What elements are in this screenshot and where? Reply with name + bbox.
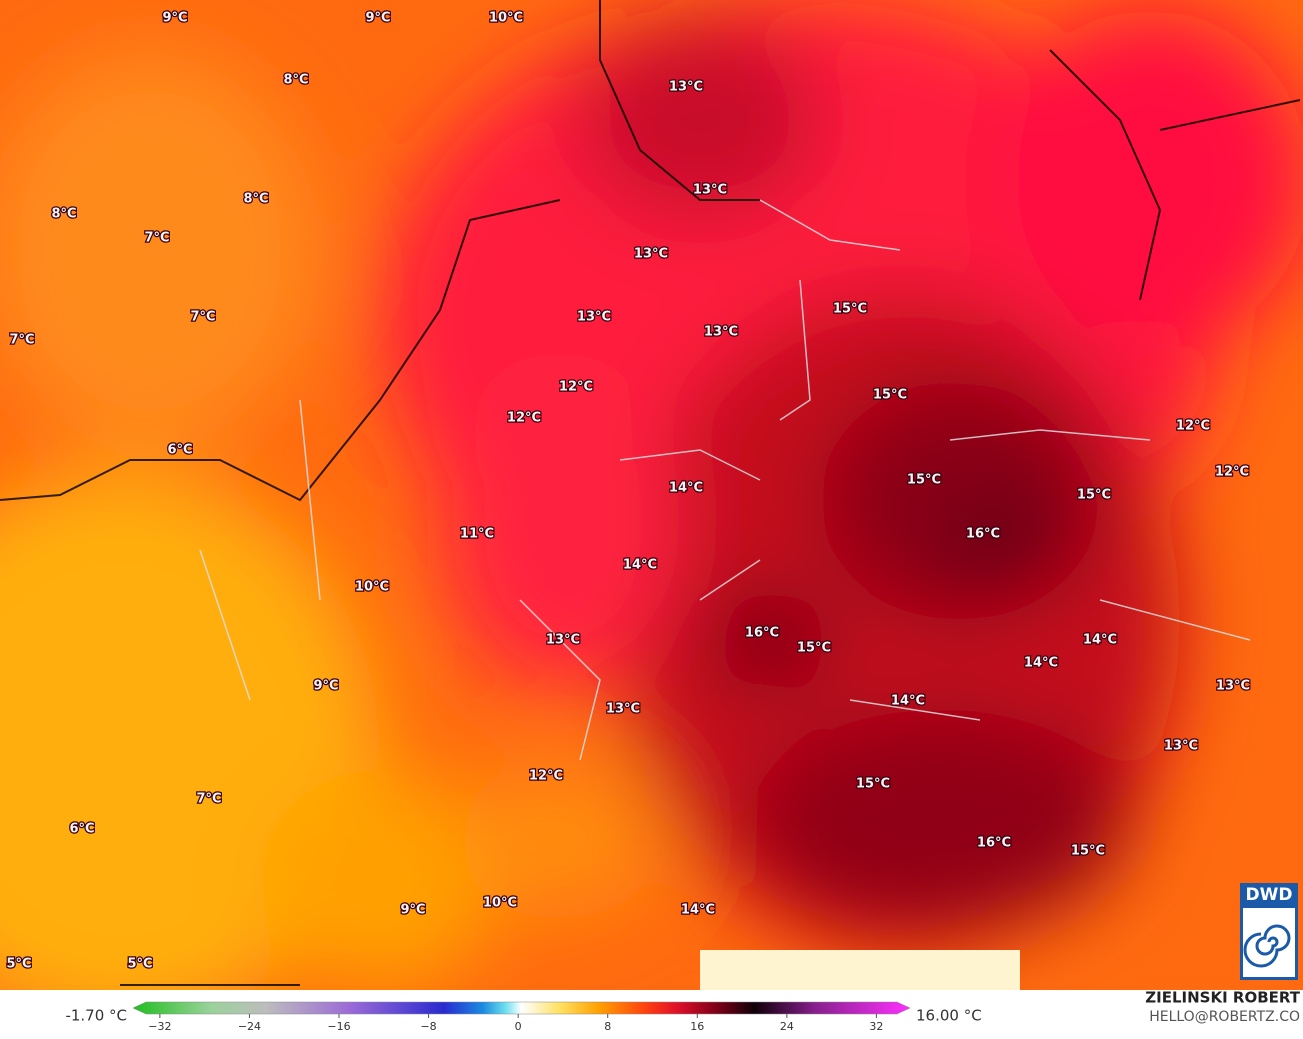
temperature-label: 13°C (546, 633, 580, 648)
colorbar-max: 16.00 °C (916, 1007, 982, 1025)
temperature-label: 14°C (891, 694, 925, 709)
temperature-label: 15°C (907, 473, 941, 488)
temperature-label: 14°C (681, 903, 715, 918)
colorbar-tick-label: 0 (515, 1020, 522, 1033)
temperature-label: 12°C (1215, 465, 1249, 480)
temperature-label: 7°C (196, 792, 221, 807)
temperature-label: 6°C (69, 822, 94, 837)
temperature-label: 13°C (577, 310, 611, 325)
temperature-label: 8°C (283, 73, 308, 88)
temperature-label: 14°C (669, 481, 703, 496)
temperature-label: 7°C (144, 231, 169, 246)
temperature-label: 13°C (669, 80, 703, 95)
temperature-label: 15°C (1077, 488, 1111, 503)
temperature-label: 15°C (833, 302, 867, 317)
temperature-label: 12°C (1176, 419, 1210, 434)
colorbar-tick-label: −24 (238, 1020, 261, 1033)
temperature-label: 13°C (1164, 739, 1198, 754)
temperature-label: 13°C (704, 325, 738, 340)
colorbar-tick-label: 24 (780, 1020, 794, 1033)
temperature-label: 16°C (745, 626, 779, 641)
temperature-label: 5°C (127, 957, 152, 972)
temperature-label: 10°C (489, 11, 523, 26)
temperature-label: 9°C (162, 11, 187, 26)
temperature-label: 15°C (873, 388, 907, 403)
temperature-label: 12°C (559, 380, 593, 395)
temperature-label: 7°C (190, 310, 215, 325)
temperature-label: 14°C (623, 558, 657, 573)
temperature-label: 16°C (966, 527, 1000, 542)
temperature-label: 8°C (243, 192, 268, 207)
temperature-label: 7°C (9, 333, 34, 348)
temperature-label: 5°C (6, 957, 31, 972)
colorbar: −32 −24 −16 −8 0 8 16 24 32 (132, 1001, 911, 1033)
temperature-label: 9°C (365, 11, 390, 26)
temperature-label: 15°C (1071, 844, 1105, 859)
temperature-label: 12°C (507, 411, 541, 426)
temperature-label: 11°C (460, 527, 494, 542)
temperature-label: 6°C (167, 443, 192, 458)
colorbar-tick-label: −8 (420, 1020, 436, 1033)
colorbar-min: -1.70 °C (65, 1007, 127, 1025)
temperature-label: 9°C (400, 903, 425, 918)
temperature-label: 16°C (977, 836, 1011, 851)
temperature-label: 14°C (1083, 633, 1117, 648)
temperature-label: 13°C (693, 183, 727, 198)
logo-text: DWD (1246, 885, 1293, 905)
colorbar-tick-label: 32 (869, 1020, 883, 1033)
temperature-label: 12°C (529, 769, 563, 784)
temperature-label: 15°C (797, 641, 831, 656)
credit-contact: HELLO@ROBERTZ.CO (1149, 1009, 1300, 1025)
temperature-label: 9°C (313, 679, 338, 694)
colorbar-tick-label: −32 (148, 1020, 171, 1033)
colorbar-tick-label: −16 (327, 1020, 350, 1033)
temperature-label: 13°C (1216, 679, 1250, 694)
temperature-label: 14°C (1024, 656, 1058, 671)
temperature-label: 10°C (355, 580, 389, 595)
temperature-label: 10°C (483, 896, 517, 911)
temperature-label: 13°C (606, 702, 640, 717)
temperature-label: 13°C (634, 247, 668, 262)
colorbar-tick-label: 8 (604, 1020, 611, 1033)
temperature-labels: 9°C 9°C 10°C 8°C 13°C 13°C 8°C 8°C 7°C 13°C 15°C 13… (5, 9, 1251, 973)
colorbar-tick-label: 16 (690, 1020, 704, 1033)
credit-name: ZIELINSKI ROBERT (1145, 989, 1300, 1007)
temperature-label: 15°C (856, 777, 890, 792)
dwd-logo: DWD (1240, 883, 1298, 980)
temperature-label: 8°C (51, 207, 76, 222)
